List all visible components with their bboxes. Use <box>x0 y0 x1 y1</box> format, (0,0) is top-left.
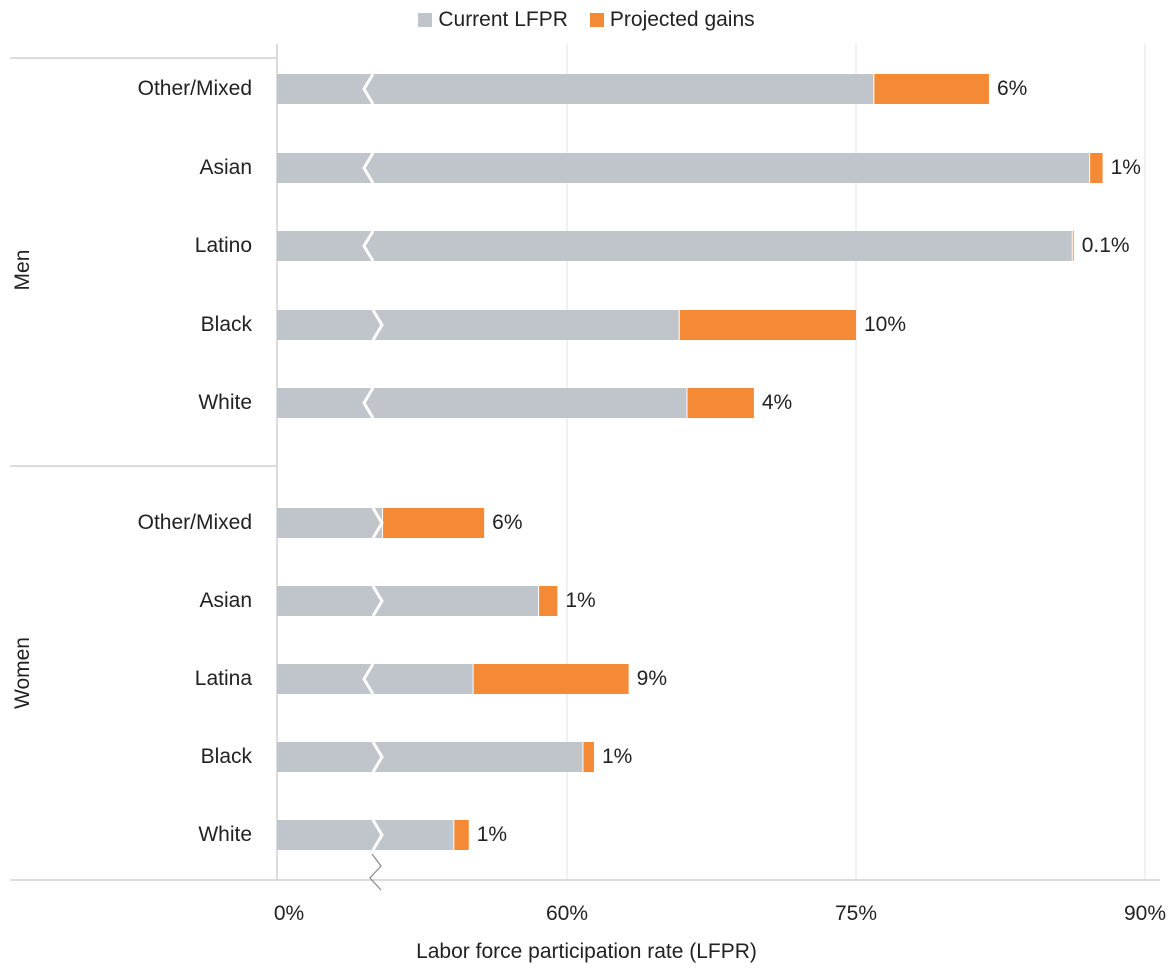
data-label: 6% <box>492 511 523 534</box>
data-label: 1% <box>476 823 508 846</box>
bar-break-mark <box>371 585 384 617</box>
bar-current <box>277 586 539 616</box>
bar-current <box>277 388 687 418</box>
data-label: 6% <box>996 77 1028 100</box>
legend: Current LFPR Projected gains <box>0 8 1173 32</box>
bar-gain <box>1090 153 1103 183</box>
x-axis-title: Labor force participation rate (LFPR) <box>416 940 757 963</box>
data-label: 4% <box>761 391 793 414</box>
category-label: White <box>198 823 252 846</box>
data-label: 1% <box>601 745 633 768</box>
legend-label-gains: Projected gains <box>609 8 755 31</box>
axis-break-mark <box>369 853 382 891</box>
data-label: 10% <box>864 313 907 336</box>
bar-current <box>277 742 583 772</box>
bar-current <box>277 153 1090 183</box>
data-label: 1% <box>565 589 596 612</box>
bar-break-mark <box>362 152 375 184</box>
data-label: 9% <box>636 667 667 690</box>
group-label-men: Men <box>11 249 34 291</box>
category-label: Latina <box>194 667 252 690</box>
category-label: Other/Mixed <box>137 77 252 100</box>
x-tick-label: 60% <box>545 902 589 925</box>
legend-label-current: Current LFPR <box>438 8 568 31</box>
legend-item-gains: Projected gains <box>589 8 755 32</box>
bar-break-mark <box>371 819 384 851</box>
x-tick-label: 75% <box>834 902 878 925</box>
bar-gain <box>679 310 856 340</box>
bar-break-mark <box>362 387 375 419</box>
bar-gain <box>454 820 469 850</box>
bar-break-mark <box>371 741 384 773</box>
bar-gain <box>473 664 629 694</box>
bar-gain <box>539 586 558 616</box>
x-tick-label: 90% <box>1123 902 1167 925</box>
group-label-women: Women <box>11 637 34 709</box>
bar-current <box>277 310 679 340</box>
bar-current <box>277 820 454 850</box>
category-label: Black <box>200 745 252 768</box>
bar-break-mark <box>362 663 375 695</box>
category-label: Asian <box>199 589 252 612</box>
bar-gain <box>1072 231 1074 261</box>
bar-current <box>277 74 874 104</box>
bar-break-mark <box>371 309 384 341</box>
bar-break-mark <box>362 73 375 105</box>
bar-break-mark <box>362 230 375 262</box>
category-label: Latino <box>194 234 252 257</box>
bar-current <box>277 231 1072 261</box>
category-label: Asian <box>199 156 252 179</box>
category-label: White <box>198 391 252 414</box>
bar-gain <box>687 388 754 418</box>
bar-break-mark <box>371 507 384 539</box>
bar-gain <box>874 74 989 104</box>
category-label: Black <box>200 313 252 336</box>
legend-swatch-gains <box>589 13 604 27</box>
data-label: 0.1% <box>1081 234 1130 257</box>
category-label: Other/Mixed <box>137 511 252 534</box>
bar-gain <box>583 742 594 772</box>
data-label: 1% <box>1110 156 1141 179</box>
x-tick-label: 0% <box>273 902 305 925</box>
legend-swatch-current <box>418 13 433 27</box>
bar-current <box>277 508 383 538</box>
bar-current <box>277 664 473 694</box>
bar-gain <box>383 508 485 538</box>
legend-item-current: Current LFPR <box>418 8 568 32</box>
